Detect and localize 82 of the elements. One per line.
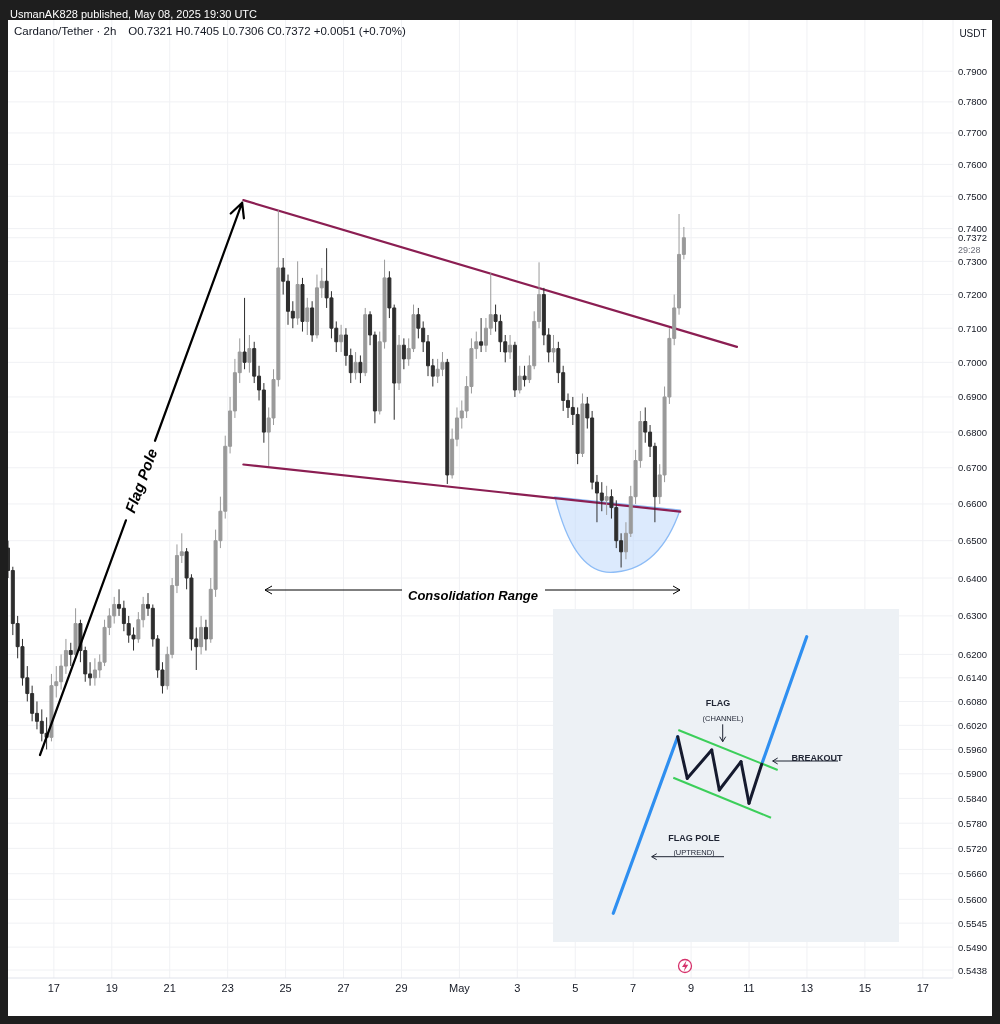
candlestick [295,260,300,326]
x-tick-label: 5 [572,982,579,994]
y-tick-label: 0.5490 [958,941,988,953]
candlestick [68,642,73,667]
x-tick-label: 15 [858,982,872,994]
annotation: UsmanAK828 published, May 08, 2025 19:30 UTC [10,8,258,20]
x-tick-label: 25 [279,982,292,994]
x-tick-label: 17 [916,982,929,994]
y-tick-label: 0.6700 [958,462,988,474]
x-tick-label: 23 [221,982,234,994]
y-tick-label: 0.7100 [958,322,988,334]
candlestick [397,334,402,391]
x-tick-label: 13 [800,982,814,994]
candlestick [445,358,450,485]
annotation: Consolidation Range [408,587,538,602]
x-tick-label: 21 [163,982,176,994]
candlestick [339,324,344,353]
x-tick-label: 19 [105,982,118,994]
chart-subtitle: O0.7321 H0.7405 L0.7306 C0.7372 +0.0051 (+0.70%) [128,25,406,37]
x-tick-label: May [448,982,471,994]
y-tick-label: 0.7000 [958,356,988,368]
candlestick [310,300,315,343]
x-tick-label: 17 [47,982,60,994]
y-tick-label: 0.6500 [958,535,988,547]
candlestick [522,365,527,388]
candlestick [551,334,556,363]
y-tick-label: 0.7700 [958,127,988,139]
y-tick-label: 0.6600 [958,498,988,510]
y-axis-title: USDT [959,27,987,39]
candlestick [300,277,305,333]
y-tick-label: 0.7600 [958,158,988,170]
y-tick-label: 0.7372 [958,232,988,244]
y-tick-label: 0.7300 [958,255,988,267]
x-tick-label: 9 [688,982,695,994]
y-tick-label: 0.6200 [958,648,988,660]
candlestick [580,392,585,458]
y-tick-label: 0.5545 [958,917,988,929]
y-tick-label: 0.7200 [958,289,988,301]
y-tick-label: 0.7400 [958,223,988,235]
candlestick [305,297,310,336]
candlestick [479,317,484,353]
candlestick [512,341,517,398]
candlestick [363,307,368,377]
y-tick-label: 0.5960 [958,743,988,755]
y-tick-label: 0.5438 [958,964,988,976]
candlestick [203,619,208,652]
x-tick-label: 7 [630,982,637,994]
x-tick-label: 3 [514,982,521,994]
candlestick [247,334,252,374]
y-tick-label: 0.5900 [958,768,988,780]
y-tick-label: 0.6400 [958,572,988,584]
candlestick [358,354,363,384]
y-tick-label: 0.5840 [958,792,988,804]
y-tick-label: 0.7500 [958,190,988,202]
candlestick [242,297,247,370]
candlestick [604,485,609,516]
candlestick [353,351,358,381]
annotation: Flag Pole [121,446,160,515]
candlestick [517,365,522,394]
y-tick-label: 0.6020 [958,719,988,731]
y-tick-label: 0.7800 [958,96,988,108]
text: 29:28 [958,245,981,255]
x-tick-label: 29 [395,982,408,994]
y-tick-label: 0.5600 [958,893,988,905]
y-tick-label: 0.6140 [958,672,988,684]
y-tick-label: 0.5720 [958,842,988,854]
annotation: FLAG POLE [668,832,720,843]
y-tick-label: 0.6080 [958,695,988,707]
x-tick-label: 11 [743,982,755,994]
candlestick [401,337,406,370]
annotation: FLAG [705,698,731,708]
y-tick-label: 0.7900 [958,65,988,77]
y-tick-label: 0.6800 [958,426,988,438]
candlestick [199,615,204,655]
y-tick-label: 0.5780 [958,817,988,829]
annotation: BREAKOUT [791,752,843,763]
candlestick [508,334,513,360]
y-tick-label: 0.6900 [958,391,988,403]
y-tick-label: 0.5660 [958,868,988,880]
y-tick-label: 0.6300 [958,610,988,622]
chart-title: Cardano/Tether · 2h [14,25,117,37]
x-tick-label: 27 [337,982,350,994]
